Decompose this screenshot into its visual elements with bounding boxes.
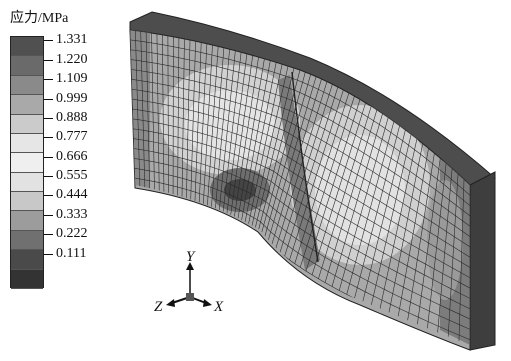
mesh-row-line [133,138,470,299]
mesh-row-line [132,98,470,258]
legend-level-label: 0.333 [56,206,88,222]
legend-tick [44,156,53,158]
legend-tick [44,59,53,61]
mesh-row-line [134,168,470,330]
mesh-row-line [130,39,470,196]
z-axis-label: Z [154,299,163,315]
y-axis-label: Y [186,249,195,265]
legend-swatch [11,250,43,270]
mesh-row-line [134,177,470,340]
legend-level-label: 0.999 [56,90,88,106]
legend-tick [44,40,53,42]
legend-swatch [11,95,43,115]
legend-swatch [11,153,43,173]
legend-tick [44,214,53,216]
mesh-row-line [134,158,470,320]
mesh-row-line [131,79,470,237]
legend-tick [44,98,53,100]
legend-swatch [11,230,43,251]
legend-tick [44,79,53,81]
legend-tick [44,117,53,119]
mesh-row-line [132,108,470,268]
y-arrow-head [186,262,194,270]
legend-tick [44,137,53,139]
legend-swatch [11,192,43,212]
contour-left-peak [185,90,275,160]
legend-level-label: 1.220 [56,51,88,67]
legend-swatch [11,56,43,76]
legend-tick [44,253,53,255]
legend-level-label: 0.777 [56,129,88,145]
legend-level-label: 1.109 [56,71,88,87]
coordinate-triad: Y Z X [150,245,240,325]
x-axis-label: X [214,299,224,315]
legend-level-label: 0.555 [56,168,88,184]
triad-origin [186,293,194,301]
mesh-grid [130,30,470,345]
legend-level-label: 0.222 [56,226,88,242]
legend-swatch [11,211,43,231]
legend-level-label: 0.666 [56,148,88,164]
legend-tick [44,195,53,197]
mesh-row-line [130,59,470,217]
crack-line [291,71,319,263]
legend-title: 应力/MPa [10,11,69,26]
mesh-row-line [131,69,470,227]
legend-swatch [11,172,43,193]
legend-level-label: 0.111 [56,245,87,261]
mesh-row-line [130,49,470,206]
legend-swatch [11,37,43,57]
mesh-row-line [133,148,470,310]
x-arrow-head [203,299,212,307]
legend-level-label: 1.331 [56,32,88,48]
mesh-row-line [132,118,470,279]
stress-legend-bar [10,36,44,289]
legend-swatch [11,75,43,96]
triad-arrows [166,262,212,307]
legend-swatch [11,133,43,154]
legend-level-label: 0.888 [56,109,88,125]
legend-tick [44,176,53,178]
model-end-face [469,171,496,351]
legend-level-label: 0.444 [56,187,88,203]
mesh-row-line [131,89,470,248]
mesh-row-line [133,128,470,289]
z-arrow-head [166,299,175,307]
legend-swatch [11,269,43,289]
legend-tick [44,234,53,236]
legend-swatch [11,114,43,134]
